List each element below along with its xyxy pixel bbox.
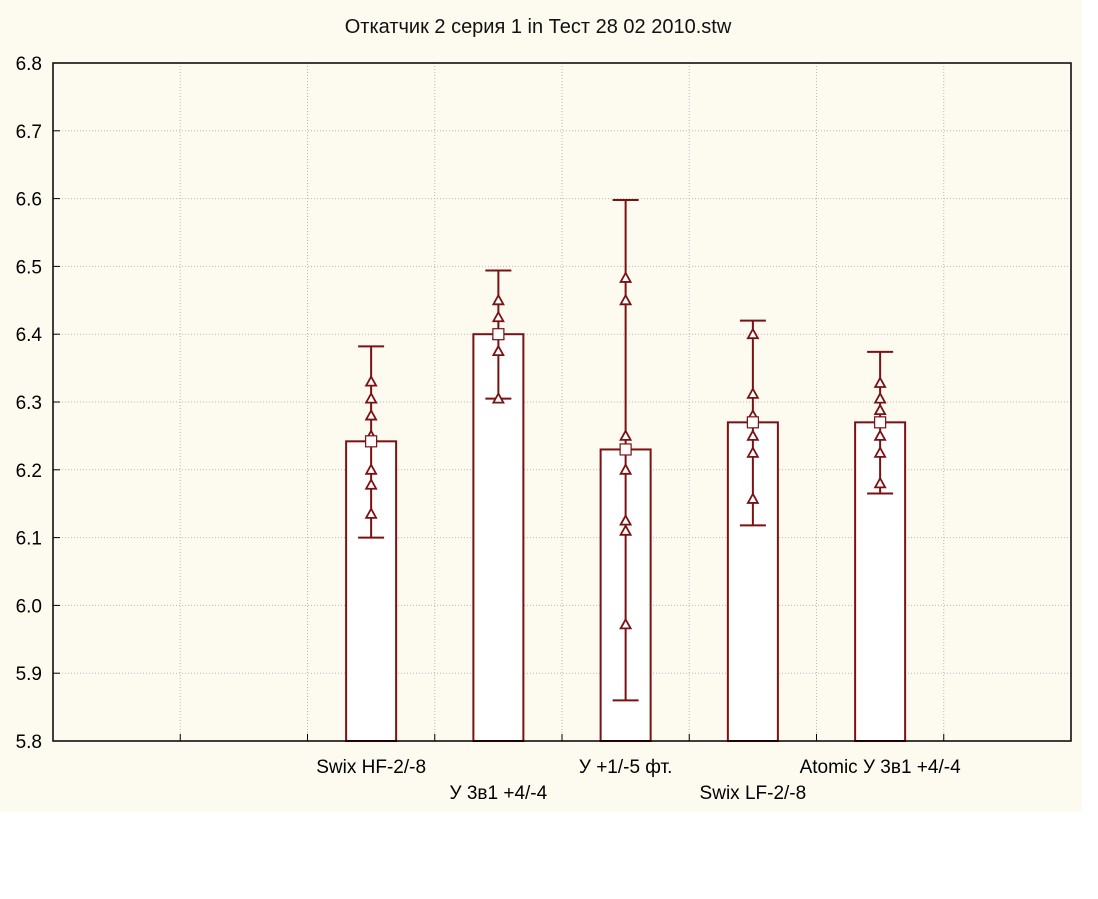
data-point bbox=[364, 507, 378, 519]
x-category-label: Swix LF-2/-8 bbox=[700, 783, 807, 804]
data-point bbox=[364, 462, 378, 475]
data-point bbox=[619, 617, 633, 630]
x-category-label: У 3в1 +4/-4 bbox=[450, 783, 548, 804]
mean-marker bbox=[492, 328, 505, 341]
data-point bbox=[746, 387, 760, 399]
data-point bbox=[619, 523, 633, 536]
data-point bbox=[619, 293, 633, 306]
data-point bbox=[873, 445, 887, 458]
data-point bbox=[873, 429, 887, 441]
y-tick-label: 5.9 bbox=[16, 664, 42, 685]
data-point bbox=[746, 429, 760, 441]
data-point bbox=[364, 408, 378, 421]
x-axis: Swix HF-2/-8 У 3в1 +4/-4 У +1/-5 фт. Swix L… bbox=[179, 734, 961, 804]
mean-marker bbox=[874, 416, 887, 429]
mean-marker bbox=[746, 416, 759, 429]
bars bbox=[345, 198, 907, 742]
y-axis: 5.8 5.9 6.0 6.1 6.2 6.3 6.4 6.5 6.6 6.7 6.8 bbox=[16, 54, 60, 753]
mean-marker bbox=[619, 443, 632, 456]
data-point bbox=[491, 310, 505, 323]
grid bbox=[53, 62, 1071, 742]
data-point bbox=[364, 391, 378, 404]
y-tick-label: 6.3 bbox=[16, 393, 42, 414]
mean-marker bbox=[365, 435, 378, 448]
data-point bbox=[619, 271, 633, 283]
chart-title: Откатчик 2 серия 1 in Тест 28 02 2010.st… bbox=[344, 16, 732, 38]
data-point bbox=[364, 477, 378, 490]
y-tick-label: 5.8 bbox=[16, 732, 42, 753]
data-point bbox=[491, 391, 505, 404]
x-category-label: Atomic У 3в1 +4/-4 bbox=[800, 757, 961, 778]
data-point bbox=[746, 492, 760, 504]
x-category-label: Swix HF-2/-8 bbox=[316, 757, 426, 778]
data-point bbox=[873, 376, 887, 388]
y-tick-label: 6.8 bbox=[16, 54, 42, 75]
x-category-label: У +1/-5 фт. bbox=[579, 757, 673, 778]
data-point bbox=[746, 445, 760, 458]
data-point bbox=[619, 429, 633, 441]
data-points bbox=[364, 271, 887, 630]
y-tick-label: 6.6 bbox=[16, 190, 42, 211]
data-point bbox=[873, 403, 887, 416]
y-tick-label: 6.5 bbox=[16, 257, 42, 278]
y-tick-label: 6.1 bbox=[16, 529, 42, 550]
data-point bbox=[619, 462, 633, 475]
y-tick-label: 6.7 bbox=[16, 122, 42, 143]
y-tick-label: 6.0 bbox=[16, 596, 42, 617]
y-tick-label: 6.2 bbox=[16, 461, 42, 482]
data-point bbox=[873, 391, 887, 404]
data-point bbox=[491, 293, 505, 306]
data-point bbox=[873, 476, 887, 489]
data-point bbox=[491, 344, 505, 357]
y-tick-label: 6.4 bbox=[16, 325, 43, 346]
data-point bbox=[746, 327, 760, 340]
data-point bbox=[364, 374, 378, 387]
